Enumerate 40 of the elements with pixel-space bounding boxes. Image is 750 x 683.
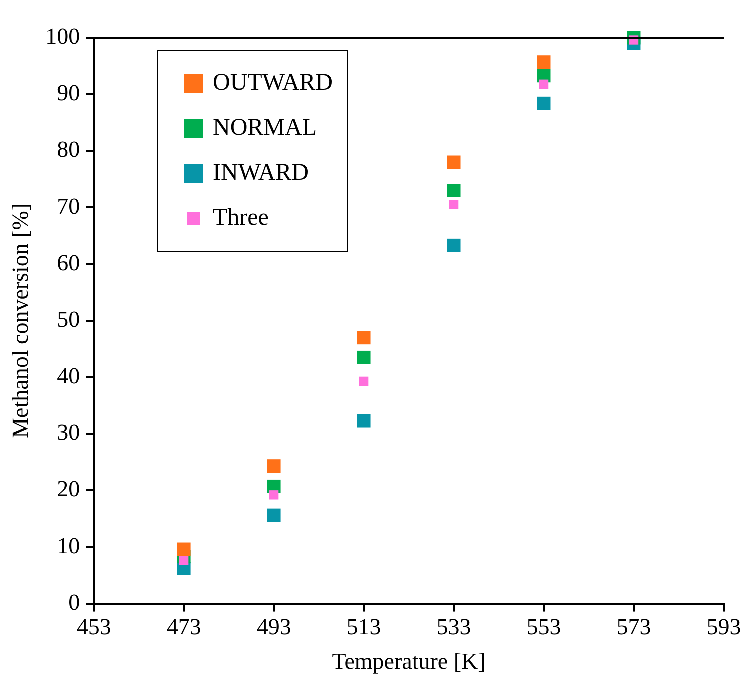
x-tick-label: 453: [76, 614, 112, 640]
point: [269, 490, 279, 500]
y-axis-title: Methanol conversion [%]: [8, 203, 33, 438]
point: [447, 156, 461, 170]
x-tick-label: 513: [346, 614, 382, 640]
y-tick-label: 30: [57, 420, 80, 446]
point: [267, 508, 281, 522]
legend-label: OUTWARD: [213, 70, 333, 97]
point: [537, 96, 551, 110]
point: [359, 376, 369, 386]
y-tick-label: 0: [68, 590, 80, 615]
point: [539, 80, 549, 89]
y-tick-label: 70: [57, 194, 80, 219]
point: [267, 460, 281, 474]
x-axis-title: Temperature [K]: [332, 649, 486, 674]
y-tick-label: 20: [57, 476, 80, 502]
y-tick-label: 60: [57, 250, 80, 276]
x-tick-label: 573: [616, 614, 652, 640]
legend-label: INWARD: [213, 160, 309, 187]
point: [357, 414, 371, 428]
x-tick-label: 553: [526, 614, 562, 640]
legend-label: Three: [213, 205, 269, 232]
point: [357, 350, 371, 364]
point: [449, 200, 459, 210]
y-tick-label: 80: [57, 137, 80, 162]
x-tick-label: 533: [436, 614, 472, 640]
x-tick-label: 473: [166, 614, 202, 640]
point: [537, 56, 551, 70]
point: [447, 184, 461, 198]
point: [357, 331, 371, 345]
x-tick-label: 593: [706, 614, 742, 640]
y-tick-label: 40: [57, 364, 80, 389]
y-tick-label: 90: [57, 80, 80, 106]
legend-label: NORMAL: [213, 115, 318, 142]
point: [177, 542, 191, 556]
y-tick-label: 10: [57, 533, 80, 558]
y-tick-label: 100: [46, 24, 80, 50]
point: [447, 238, 461, 252]
x-tick-label: 493: [256, 614, 292, 640]
y-tick-label: 50: [57, 306, 80, 332]
